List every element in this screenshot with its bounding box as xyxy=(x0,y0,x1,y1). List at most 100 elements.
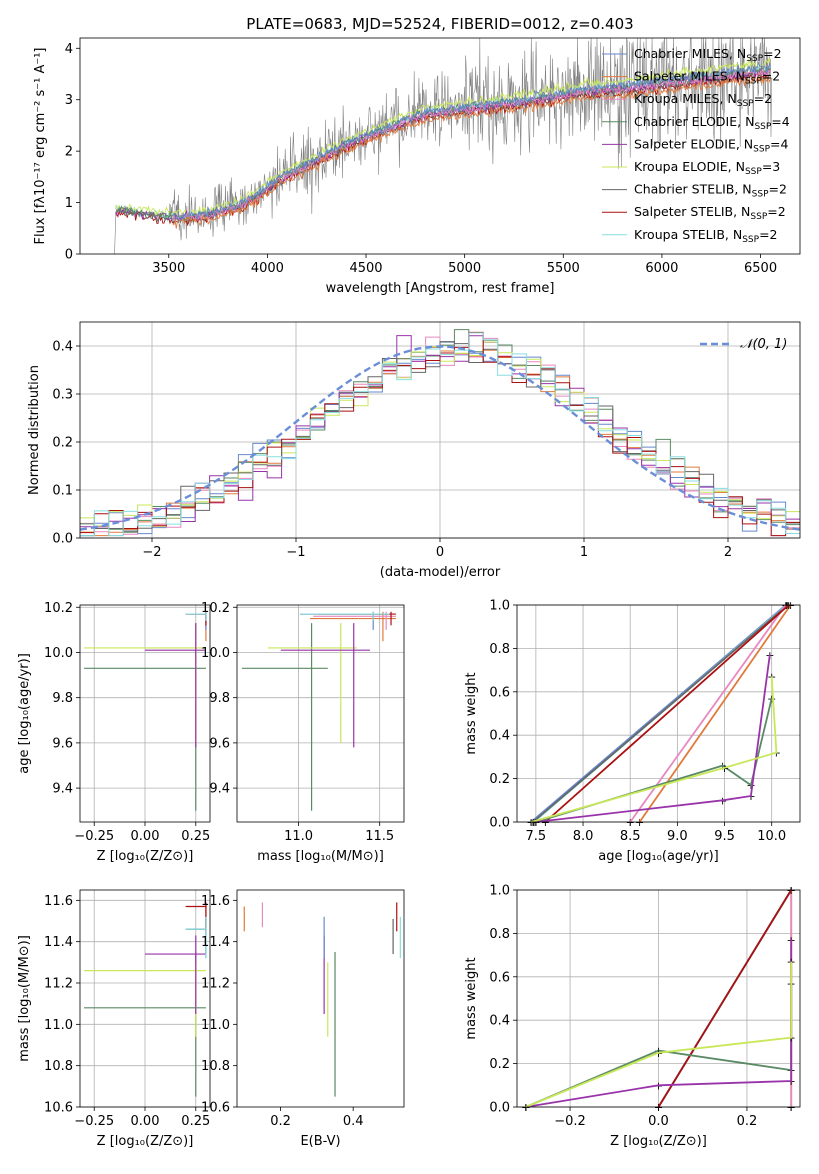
y-tick-label: 9.4 xyxy=(209,782,230,797)
y-tick-label: 1.0 xyxy=(489,599,510,614)
x-tick-label: 10.0 xyxy=(757,829,786,844)
x-tick-label: −1 xyxy=(286,545,305,560)
x-tick-label: 0.2 xyxy=(270,1114,291,1129)
x-tick-label: 5000 xyxy=(448,261,481,276)
y-tick-label: 0.2 xyxy=(489,772,510,787)
x-axis-label: (data-model)/error xyxy=(380,565,501,580)
y-tick-label: 0.6 xyxy=(489,685,510,700)
histogram-salpeter-stelib xyxy=(80,331,800,537)
x-tick-label: −0.25 xyxy=(74,1114,114,1129)
y-tick-label: 0.2 xyxy=(52,436,73,451)
residuals-frame: −2 −1 0 1 2 0.0 0.1 0.2 0.3 0.4 (data-model)/error… xyxy=(27,321,801,580)
y-tick-label: 10.2 xyxy=(44,601,73,616)
y-tick-label: 0.6 xyxy=(489,970,510,985)
weight-line-salpeter-elodie xyxy=(535,654,771,823)
y-axis-label: Flux [fλ10⁻¹⁷ erg cm⁻² s⁻¹ A⁻¹] xyxy=(33,48,48,245)
y-axis-label: mass weight xyxy=(464,957,479,1039)
x-tick-label: 9.0 xyxy=(667,829,688,844)
y-tick-label: 0.0 xyxy=(52,532,73,547)
weight-line-salpeter-stelib xyxy=(657,889,792,1108)
x-tick-label: 6000 xyxy=(645,261,678,276)
x-tick-label: 0.4 xyxy=(343,1114,364,1129)
x-tick-label: 0.25 xyxy=(181,829,210,844)
y-tick-label: 4 xyxy=(65,42,73,57)
weight-marker: + xyxy=(541,816,550,829)
x-tick-label: 0.00 xyxy=(131,1114,160,1129)
y-tick-label: 10.6 xyxy=(201,1101,230,1116)
x-tick-label: 5500 xyxy=(547,261,580,276)
x-axis-label: Z [log₁₀(Z/Z⊙)] xyxy=(97,1134,194,1149)
spectrum-model-chabrier-miles xyxy=(172,60,771,221)
x-axis-label: E(B-V) xyxy=(300,1134,340,1149)
x-axis-label: mass [log₁₀(M/M⊙)] xyxy=(257,849,384,864)
mass_weight_vs_age-frame: 7.5 8.0 8.5 9.0 9.5 10.0 0.0 0.2 0.4 0.6 0.8 1.0 age… xyxy=(464,599,801,864)
histogram-kroupa-stelib xyxy=(80,332,800,537)
x-tick-label: 3500 xyxy=(152,261,185,276)
x-tick-label: 11.0 xyxy=(284,829,313,844)
legend-entry: Chabrier MILES, NSSP=2 xyxy=(634,46,782,64)
y-tick-label: 0 xyxy=(65,248,73,263)
gaussian-curve xyxy=(79,345,801,531)
weight-marker: + xyxy=(521,1101,530,1114)
x-tick-label: 2 xyxy=(724,545,732,560)
weight-marker: + xyxy=(521,1101,530,1114)
y-tick-label: 0.4 xyxy=(489,729,510,744)
x-tick-label: 11.5 xyxy=(365,829,394,844)
legend-entry: Chabrier ELODIE, NSSP=4 xyxy=(634,114,790,132)
weight-line-salpeter-stelib xyxy=(544,604,790,823)
y-tick-label: 0.0 xyxy=(489,1101,510,1116)
mass_vs_Z-frame: −0.25 0.00 0.25 10.6 10.8 11.0 11.2 11.4 11.6 Z [… xyxy=(17,889,211,1149)
weight-marker: + xyxy=(787,1101,796,1114)
y-tick-label: 10.0 xyxy=(201,646,230,661)
y-tick-label: 0.8 xyxy=(489,927,510,942)
y-tick-label: 9.6 xyxy=(209,736,230,751)
x-tick-label: 8.0 xyxy=(573,829,594,844)
y-axis-label: age [log₁₀(age/yr)] xyxy=(17,653,32,774)
x-tick-label: −0.25 xyxy=(74,829,114,844)
mass_weight_vs_Z-frame: −0.2 0.0 0.2 0.0 0.2 0.4 0.6 0.8 1.0 Z [log₁₀(Z/Z… xyxy=(464,884,801,1149)
x-tick-label: 0.25 xyxy=(181,1114,210,1129)
y-tick-label: 0.8 xyxy=(489,642,510,657)
gaussian-legend-label: 𝒩(0, 1) xyxy=(740,337,787,352)
spectrum-model-salpeter-miles xyxy=(172,75,771,229)
y-tick-label: 0.4 xyxy=(489,1014,510,1029)
legend-entry: Salpeter ELODIE, NSSP=4 xyxy=(634,136,789,154)
mass_vs_ebv-frame: 0.2 0.4 10.6 10.8 11.0 11.2 11.4 11.6 E(B-V) xyxy=(201,889,405,1149)
legend-entry: Salpeter STELIB, NSSP=2 xyxy=(634,204,786,222)
axes-frame xyxy=(79,37,801,255)
mass_vs_Z-axes xyxy=(80,890,210,1108)
y-tick-label: 10.8 xyxy=(201,1059,230,1074)
y-tick-label: 11.2 xyxy=(44,977,73,992)
y-tick-label: 0.0 xyxy=(489,816,510,831)
y-tick-label: 10.8 xyxy=(44,1059,73,1074)
y-tick-label: 11.6 xyxy=(44,894,73,909)
y-tick-label: 0.4 xyxy=(52,340,73,355)
y-tick-label: 0.2 xyxy=(489,1057,510,1072)
legend-entry: Kroupa STELIB, NSSP=2 xyxy=(634,227,778,245)
x-tick-label: 4500 xyxy=(349,261,382,276)
y-tick-label: 10.0 xyxy=(44,646,73,661)
y-axis-label: mass weight xyxy=(464,672,479,754)
y-tick-label: 11.0 xyxy=(201,1018,230,1033)
x-tick-label: 8.5 xyxy=(620,829,641,844)
weight-line-kroupa-elodie xyxy=(530,676,778,823)
y-tick-label: 2 xyxy=(65,145,73,160)
weight-marker: + xyxy=(528,816,537,829)
y-tick-label: 1.0 xyxy=(489,884,510,899)
y-tick-label: 11.4 xyxy=(201,935,230,950)
axes-frame xyxy=(236,604,405,823)
x-tick-label: 7.5 xyxy=(526,829,547,844)
weight-line-salpeter-miles xyxy=(638,604,792,823)
x-tick-label: 0.0 xyxy=(648,1114,669,1129)
age_vs_Z-axes xyxy=(80,605,210,822)
x-axis-label: wavelength [Angstrom, rest frame] xyxy=(326,281,555,296)
x-tick-label: −2 xyxy=(142,545,161,560)
axes-frame xyxy=(236,889,405,1108)
y-tick-label: 11.6 xyxy=(201,894,230,909)
age_vs_mass-axes xyxy=(237,605,404,822)
y-axis-label: Normed distribution xyxy=(27,365,42,495)
age_vs_mass-frame: 11.0 11.5 9.4 9.6 9.8 10.0 10.2 mass [log₁₀(M/M… xyxy=(201,601,405,864)
weight-marker: + xyxy=(527,816,536,829)
x-axis-label: Z [log₁₀(Z/Z⊙)] xyxy=(97,849,194,864)
